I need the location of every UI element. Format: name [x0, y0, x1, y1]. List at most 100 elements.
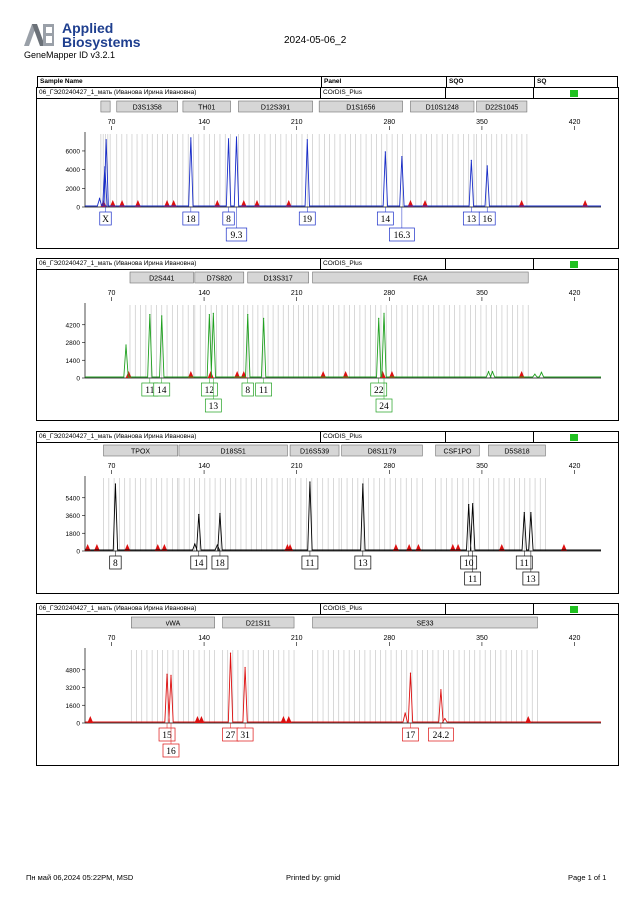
allele-label: 12 — [205, 386, 215, 396]
artifact-peak — [392, 544, 399, 551]
marker-box — [131, 616, 215, 629]
marker-label: D12S391 — [261, 105, 290, 112]
artifact-peak — [164, 200, 171, 207]
peak — [190, 137, 192, 139]
y-tick-label: 3600 — [66, 513, 81, 520]
marker-box — [100, 100, 111, 113]
artifact-peak — [449, 544, 456, 551]
allele-label: 24.2 — [433, 731, 450, 741]
marker-label: TH01 — [198, 105, 215, 112]
peak — [440, 689, 442, 691]
artifact-peak — [84, 544, 91, 551]
x-tick-label: 420 — [569, 635, 581, 642]
marker-unlabeled — [100, 100, 111, 113]
x-tick-label: 420 — [569, 290, 581, 297]
peak — [378, 317, 380, 320]
artifact-peak — [119, 200, 126, 207]
allele-label: 8 — [245, 386, 250, 396]
x-tick-label: 210 — [291, 290, 303, 297]
peak — [470, 159, 472, 161]
peak — [247, 314, 249, 316]
footer-date: Пн май 06,2024 05:22PM, MSD — [26, 873, 134, 882]
peak — [212, 312, 214, 314]
allele-box — [99, 211, 112, 226]
marker-box — [222, 616, 295, 629]
allele-box — [428, 727, 454, 742]
allele-box — [402, 727, 419, 742]
marker-d5s818: D5S818 — [488, 444, 546, 457]
col-sq: SQ — [537, 78, 547, 85]
artifact-peak — [161, 544, 168, 551]
allele-label: 14 — [194, 559, 204, 569]
allele-call: 13 — [462, 207, 480, 226]
panel-name: COrDIS_Plus — [323, 433, 363, 440]
marker-box — [312, 271, 529, 284]
allele-call: 31 — [236, 723, 254, 742]
allele-label: 14 — [381, 215, 391, 225]
artifact-peak — [406, 544, 413, 551]
artifact-peak — [518, 200, 525, 207]
peak — [125, 344, 127, 346]
allele-label: 27 — [226, 731, 236, 741]
y-tick-label: 6000 — [66, 148, 81, 155]
y-tick-label: 2800 — [66, 340, 81, 347]
y-tick-label: 3200 — [66, 685, 81, 692]
peak — [263, 317, 265, 320]
x-tick-label: 70 — [108, 290, 116, 297]
allele-box — [162, 743, 180, 758]
artifact-peak — [415, 544, 422, 551]
allele-call: 16.3 — [389, 207, 415, 242]
allele-box — [298, 211, 316, 226]
marker-label: SE33 — [416, 621, 433, 628]
allele-call: 11 — [464, 551, 482, 586]
marker-se33: SE33 — [312, 616, 538, 629]
marker-d2s441: D2S441 — [129, 271, 194, 284]
sample-name: 06_ГЭ20240427_1_мать (Иванова Ирина Иван… — [39, 433, 197, 440]
artifact-peak — [422, 200, 429, 207]
artifact-peak — [87, 716, 94, 723]
allele-box — [478, 211, 496, 226]
electropherogram-panel-red: 06_ГЭ20240427_1_мать (Иванова Ирина Иван… — [36, 603, 619, 766]
marker-label: D5S818 — [504, 449, 529, 456]
trace-line — [85, 313, 601, 378]
x-tick-label: 140 — [198, 119, 210, 126]
peak — [487, 371, 490, 373]
allele-label: 11 — [145, 386, 154, 396]
allele-call: 12 — [201, 378, 218, 397]
artifact-peak — [498, 544, 505, 551]
artifact-peak — [234, 371, 241, 378]
allele-label: 10 — [464, 559, 474, 569]
sample-name: 06_ГЭ20240427_1_мать (Иванова Ирина Иван… — [39, 260, 197, 267]
marker-d13s317: D13S317 — [247, 271, 309, 284]
peak — [468, 504, 470, 506]
marker-box — [178, 444, 288, 457]
chart-blue: D3S1358 TH01 D12S391 D1S1656 D10S1248 D22S104… — [66, 100, 601, 242]
allele-call: 24 — [375, 378, 393, 413]
allele-label: 13 — [358, 559, 368, 569]
allele-box — [370, 382, 388, 397]
allele-call: 18 — [182, 207, 200, 226]
x-tick-label: 350 — [476, 463, 488, 470]
x-tick-label: 350 — [476, 635, 488, 642]
allele-box — [190, 555, 208, 570]
artifact-peak — [285, 716, 292, 723]
marker-vwa: vWA — [131, 616, 215, 629]
marker-d21s11: D21S11 — [222, 616, 295, 629]
marker-box — [194, 271, 245, 284]
brand-line-1: Applied — [62, 20, 114, 36]
chart-black: TPOX D18S51 D16S539 D8S1179 CSF1PO D5S818 70 14… — [66, 444, 601, 586]
electropherogram-panel-green: 06_ГЭ20240427_1_мать (Иванова Ирина Иван… — [36, 258, 619, 421]
allele-label: 11 — [468, 575, 477, 585]
footer-printed-by: Printed by: gmid — [286, 873, 341, 882]
allele-call: 13 — [204, 378, 222, 413]
artifact-peak — [109, 200, 116, 207]
artifact-peak — [240, 200, 247, 207]
y-tick-label: 0 — [76, 549, 80, 556]
artifact-peak — [170, 200, 177, 207]
peak — [104, 166, 106, 168]
marker-box — [247, 271, 309, 284]
artifact-peak — [455, 544, 462, 551]
marker-label: CSF1PO — [443, 449, 472, 456]
allele-call: 8 — [222, 207, 235, 226]
